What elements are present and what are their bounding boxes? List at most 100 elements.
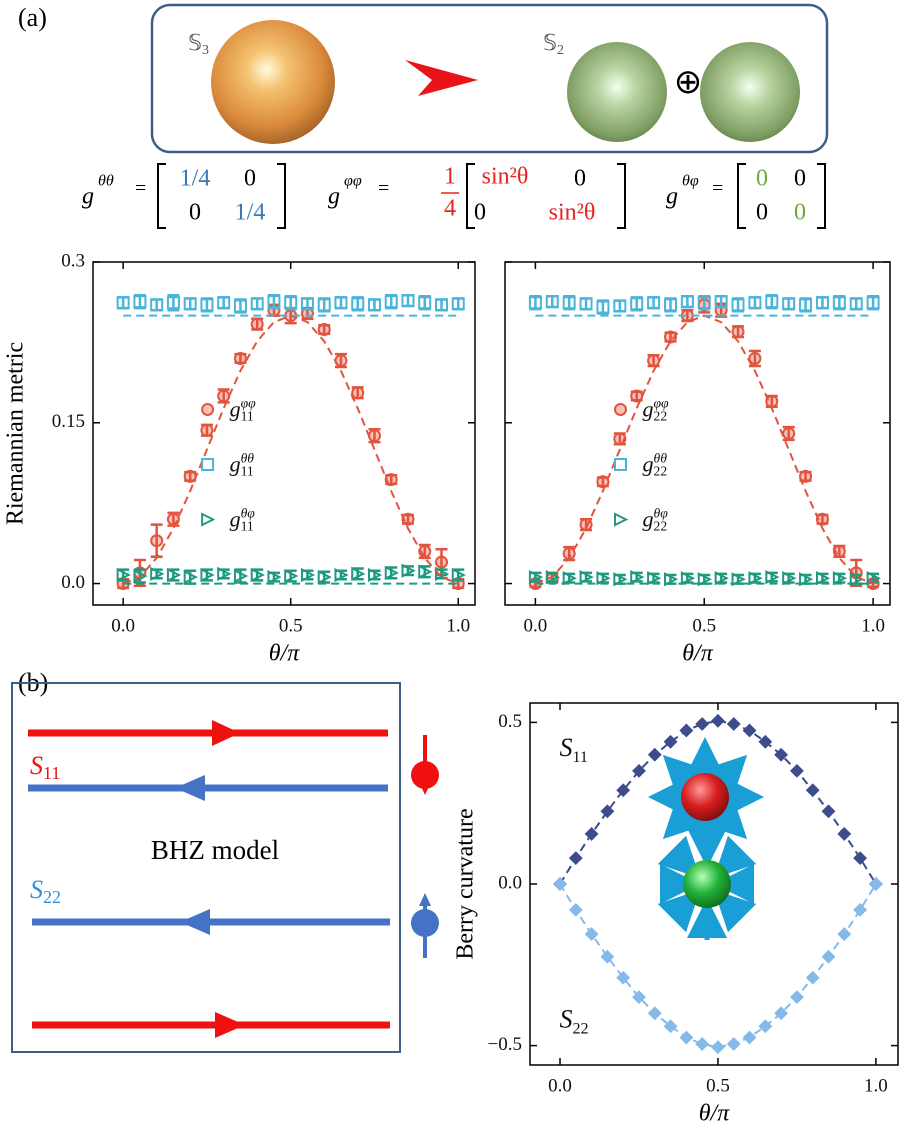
marker: [351, 297, 365, 311]
fit-line: [122, 314, 459, 585]
lhs: g: [328, 184, 340, 210]
sub: 22: [572, 1020, 588, 1037]
marker: [805, 783, 820, 798]
base: S: [559, 733, 572, 762]
inset-sphere: [683, 860, 731, 908]
error-bar: [117, 296, 130, 310]
sup: φφ: [241, 396, 257, 411]
marker: [821, 804, 836, 819]
sub: 3: [202, 43, 209, 58]
marker: [726, 717, 741, 731]
sphere: [211, 20, 335, 144]
marker: [630, 389, 644, 403]
marker: [849, 297, 863, 311]
marker: [758, 734, 773, 749]
marker: [579, 570, 594, 585]
sub: 22: [654, 519, 668, 534]
marker: [600, 949, 615, 964]
base: S: [30, 751, 43, 780]
marker: [401, 294, 415, 308]
marker: [317, 298, 331, 312]
marker: [663, 298, 677, 312]
error-bar: [435, 298, 448, 312]
math-label: gθθ 11: [230, 451, 255, 479]
bracket: [157, 163, 286, 229]
model-label: BHZ model: [151, 835, 279, 865]
sub: 11: [241, 519, 254, 534]
bracket: [737, 163, 826, 229]
marker: [695, 717, 710, 731]
edge-arrow: [215, 1012, 245, 1038]
marker: [166, 512, 180, 526]
fit-line: [559, 719, 877, 885]
marker: [562, 296, 576, 310]
marker: [545, 295, 559, 309]
marker: [384, 565, 399, 580]
marker: [790, 763, 804, 778]
marker: [799, 298, 813, 312]
legend-marker: [201, 402, 215, 416]
marker: [351, 386, 365, 400]
sub: 2: [557, 43, 564, 58]
marker: [217, 389, 231, 403]
y-tick-label: 0.0: [498, 872, 522, 893]
marker: [711, 1040, 725, 1055]
edge-arrow: [212, 720, 240, 746]
sub: 11: [241, 409, 254, 424]
symbol: 𝕊: [188, 30, 202, 55]
legend-marker: [201, 512, 216, 527]
marker: [553, 877, 567, 891]
plot-frame: [92, 261, 476, 606]
marker: [726, 1037, 741, 1051]
marker: [367, 429, 381, 443]
eq: =: [378, 178, 389, 200]
marker: [568, 851, 583, 866]
marker: [849, 572, 864, 587]
marker: [805, 970, 820, 985]
error-bar: [217, 296, 230, 310]
marker: [300, 567, 316, 583]
marker: [616, 970, 631, 985]
x-tick-label: 0.0: [524, 615, 548, 636]
base: g: [230, 507, 241, 532]
x-axis-label: θ/π: [682, 641, 713, 667]
marker: [774, 1006, 789, 1021]
marker: [853, 851, 868, 866]
marker: [133, 568, 148, 584]
sup: θθ: [98, 173, 114, 190]
sup: θφ: [654, 506, 669, 521]
marker: [116, 567, 131, 583]
legend-marker: [614, 457, 627, 471]
x-axis-label: θ/π: [269, 641, 300, 667]
marker: [613, 299, 627, 313]
marker: [183, 297, 197, 311]
marker: [300, 297, 314, 311]
marker: [528, 296, 542, 310]
sup: θφ: [682, 173, 699, 190]
sup: φφ: [654, 396, 670, 411]
sub: 22: [654, 464, 668, 479]
error-bar: [234, 568, 247, 584]
error-bar: [546, 295, 559, 309]
legend-marker: [614, 512, 629, 527]
error-bar: [816, 296, 829, 310]
base: g: [643, 397, 654, 422]
edge-states: [28, 720, 439, 1038]
marker: [714, 295, 728, 309]
sub: 11: [241, 464, 254, 479]
error-bar: [681, 295, 694, 309]
marker: [250, 567, 265, 583]
cell: 0: [574, 166, 586, 192]
cell: 0: [474, 200, 486, 226]
cell: sin²θ: [549, 200, 596, 226]
marker: [815, 512, 829, 526]
edge-arrow: [180, 909, 210, 935]
marker: [250, 297, 264, 311]
sup: θθ: [241, 451, 255, 466]
marker: [799, 469, 813, 483]
sub: 22: [654, 409, 668, 424]
error-bar: [452, 297, 465, 311]
marker: [596, 475, 610, 489]
marker: [815, 571, 831, 586]
marker: [351, 566, 366, 582]
